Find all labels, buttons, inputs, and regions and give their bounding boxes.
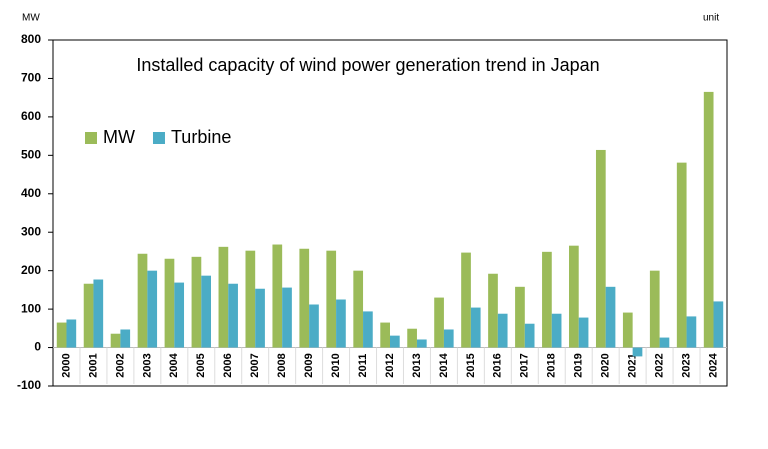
bar [353,270,364,348]
x-tick-label: 2012 [384,353,396,377]
x-tick-label: 2004 [168,352,180,377]
bar [605,286,616,348]
bar [542,251,552,348]
bar [659,337,670,348]
bar [622,312,633,348]
bar [407,328,417,348]
x-tick-label: 2020 [600,353,612,377]
x-tick-label: 2019 [573,353,585,377]
bar [676,162,687,348]
bar [363,311,373,348]
y-tick-label: 100 [21,301,41,315]
x-tick-label: 2023 [680,353,692,377]
bar [137,253,148,348]
chart-title: Installed capacity of wind power generat… [136,55,599,75]
y-tick-label: 500 [21,148,41,162]
bar [228,283,238,348]
x-tick-label: 2024 [707,352,719,377]
bar [380,322,390,348]
bar [309,304,319,348]
x-tick-label: 2022 [654,353,666,377]
bar [595,149,606,348]
bar [255,288,265,348]
unit-label: unit [703,13,719,24]
x-tick-label: 2001 [87,353,99,377]
x-tick-label: 2005 [195,353,207,377]
bar [164,258,175,348]
bar [245,250,256,348]
bar [569,245,579,348]
y-tick-label: 600 [21,109,41,123]
bar [336,299,346,348]
x-tick-label: 2003 [141,353,153,377]
y-tick-label: 0 [34,340,41,354]
y-tick-label: 300 [21,224,41,238]
x-tick-label: 2010 [330,353,342,377]
bar [416,339,427,348]
bar [713,301,724,348]
bar [434,297,444,348]
x-tick-label: 2006 [222,353,234,377]
x-tick-label: 2018 [546,353,558,377]
bar [649,270,660,348]
bar [578,317,589,348]
bar [686,316,697,348]
bar [515,286,525,348]
bar [326,250,337,348]
bar [174,282,185,348]
bar [470,307,481,348]
bar [56,322,67,348]
bar [551,313,562,348]
y-tick-label: 800 [21,32,41,46]
x-tick-label: 2002 [114,353,126,377]
bar [461,252,471,348]
bar [66,319,77,348]
legend-label: Turbine [171,127,231,147]
bar [524,323,535,348]
y-tick-label: 200 [21,263,41,277]
x-tick-label: 2008 [276,353,288,377]
legend-swatch [152,132,165,144]
bar [83,283,94,348]
x-tick-label: 2017 [519,353,531,377]
plot-frame [52,39,728,387]
bar [201,275,211,348]
bar [191,256,202,348]
x-tick-label: 2015 [465,353,477,377]
bar [497,313,508,348]
x-tick-label: 2013 [411,353,423,377]
x-tick-label: 2007 [249,353,261,377]
bar [632,347,643,357]
x-tick-label: 2014 [438,352,450,377]
bar [488,273,498,348]
y-axis-label: MW [22,13,40,24]
bar [443,329,454,348]
bar [390,335,400,348]
bar [110,333,121,348]
bar [218,246,229,348]
bar [272,244,283,348]
bar [299,248,310,348]
y-tick-label: 700 [21,71,41,85]
legend-label: MW [103,127,135,147]
x-tick-label: 2000 [60,353,72,377]
bar [147,270,158,348]
x-tick-label: 2009 [303,353,315,377]
x-tick-label: 2021 [627,353,639,377]
x-tick-label: 2016 [492,353,504,377]
bar [120,329,131,348]
bar [93,279,104,348]
legend-swatch [85,132,97,144]
y-tick-label: -100 [17,378,41,392]
bar [703,91,714,348]
y-tick-label: 400 [21,186,41,200]
x-tick-label: 2011 [357,354,369,378]
bar [282,287,292,348]
